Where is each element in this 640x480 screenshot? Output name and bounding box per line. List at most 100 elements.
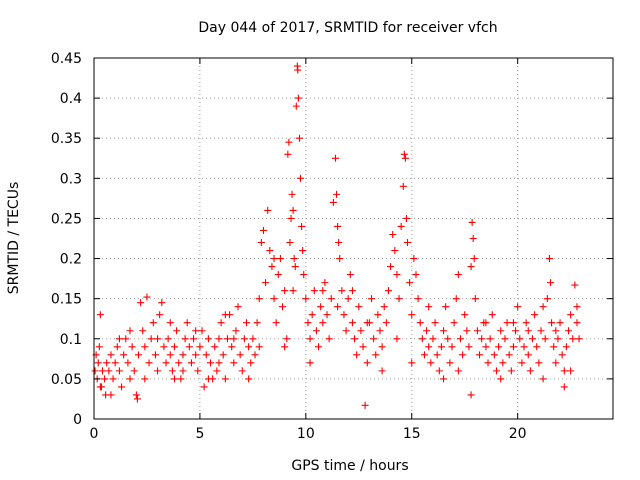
- data-point: [109, 375, 117, 383]
- data-point: [170, 343, 178, 351]
- data-point: [374, 311, 382, 319]
- data-point: [363, 359, 371, 367]
- data-point: [319, 319, 327, 327]
- data-point: [232, 327, 240, 335]
- data-point: [196, 343, 204, 351]
- data-point: [459, 351, 467, 359]
- data-point: [333, 190, 341, 198]
- data-point: [499, 359, 507, 367]
- data-point: [141, 343, 149, 351]
- data-point: [286, 239, 294, 247]
- data-point: [238, 367, 246, 375]
- data-point: [429, 335, 437, 343]
- data-point: [565, 327, 573, 335]
- data-point: [425, 303, 433, 311]
- data-point: [192, 327, 200, 335]
- data-point: [418, 335, 426, 343]
- data-point: [548, 319, 556, 327]
- data-point: [393, 271, 401, 279]
- data-point: [334, 222, 342, 230]
- data-point: [281, 343, 289, 351]
- data-point: [294, 94, 302, 102]
- data-point: [179, 367, 187, 375]
- data-point: [473, 327, 481, 335]
- data-point: [408, 311, 416, 319]
- data-point: [329, 198, 337, 206]
- data-point: [537, 327, 545, 335]
- data-point: [292, 102, 300, 110]
- data-point: [378, 367, 386, 375]
- data-point: [401, 154, 409, 162]
- data-point: [338, 287, 346, 295]
- data-point: [266, 247, 274, 255]
- data-point: [190, 335, 198, 343]
- data-point: [126, 375, 134, 383]
- data-point: [452, 295, 460, 303]
- data-point: [348, 287, 356, 295]
- data-point: [166, 319, 174, 327]
- data-point: [243, 319, 251, 327]
- data-point: [482, 343, 490, 351]
- data-point: [420, 351, 428, 359]
- data-point: [562, 343, 570, 351]
- y-axis-label: SRMTID / TECUs: [6, 182, 22, 295]
- data-point: [408, 359, 416, 367]
- data-point: [234, 303, 242, 311]
- data-point: [91, 367, 99, 375]
- data-point: [179, 351, 187, 359]
- data-point: [118, 383, 126, 391]
- data-point: [335, 239, 343, 247]
- data-point: [192, 351, 200, 359]
- data-point: [478, 335, 486, 343]
- data-point: [363, 319, 371, 327]
- data-point: [442, 303, 450, 311]
- data-point: [522, 319, 530, 327]
- data-point: [384, 287, 392, 295]
- data-point: [103, 359, 111, 367]
- data-point: [98, 367, 106, 375]
- data-point: [410, 255, 418, 263]
- data-point: [133, 395, 141, 403]
- data-point: [274, 271, 282, 279]
- data-point: [134, 351, 142, 359]
- data-point: [414, 295, 422, 303]
- data-point: [539, 303, 547, 311]
- data-point: [351, 335, 359, 343]
- data-point: [488, 311, 496, 319]
- data-point: [315, 343, 323, 351]
- data-point: [204, 375, 212, 383]
- grid: [94, 58, 613, 419]
- data-point: [573, 319, 581, 327]
- data-point: [166, 351, 174, 359]
- data-point: [120, 351, 128, 359]
- data-point: [361, 401, 369, 409]
- data-point: [162, 359, 170, 367]
- data-point: [556, 319, 564, 327]
- data-point: [215, 359, 223, 367]
- data-point: [469, 235, 477, 242]
- data-point: [281, 287, 289, 295]
- y-tick-label: 0.35: [51, 131, 82, 147]
- y-tick-label: 0.1: [60, 332, 82, 348]
- data-point: [482, 319, 490, 327]
- data-point: [185, 343, 193, 351]
- data-point: [520, 343, 528, 351]
- data-point: [306, 335, 314, 343]
- data-point: [270, 295, 278, 303]
- data-point: [321, 279, 329, 287]
- data-point: [115, 367, 123, 375]
- data-point: [393, 335, 401, 343]
- data-point: [550, 343, 558, 351]
- data-point: [147, 335, 155, 343]
- y-tick-label: 0: [73, 412, 82, 428]
- data-point: [370, 335, 378, 343]
- data-point: [107, 391, 115, 399]
- data-point: [486, 335, 494, 343]
- data-point: [276, 255, 284, 263]
- data-point: [516, 335, 524, 343]
- data-point: [217, 319, 225, 327]
- data-point: [317, 303, 325, 311]
- data-point: [340, 311, 348, 319]
- data-point: [198, 327, 206, 335]
- data-point: [245, 343, 253, 351]
